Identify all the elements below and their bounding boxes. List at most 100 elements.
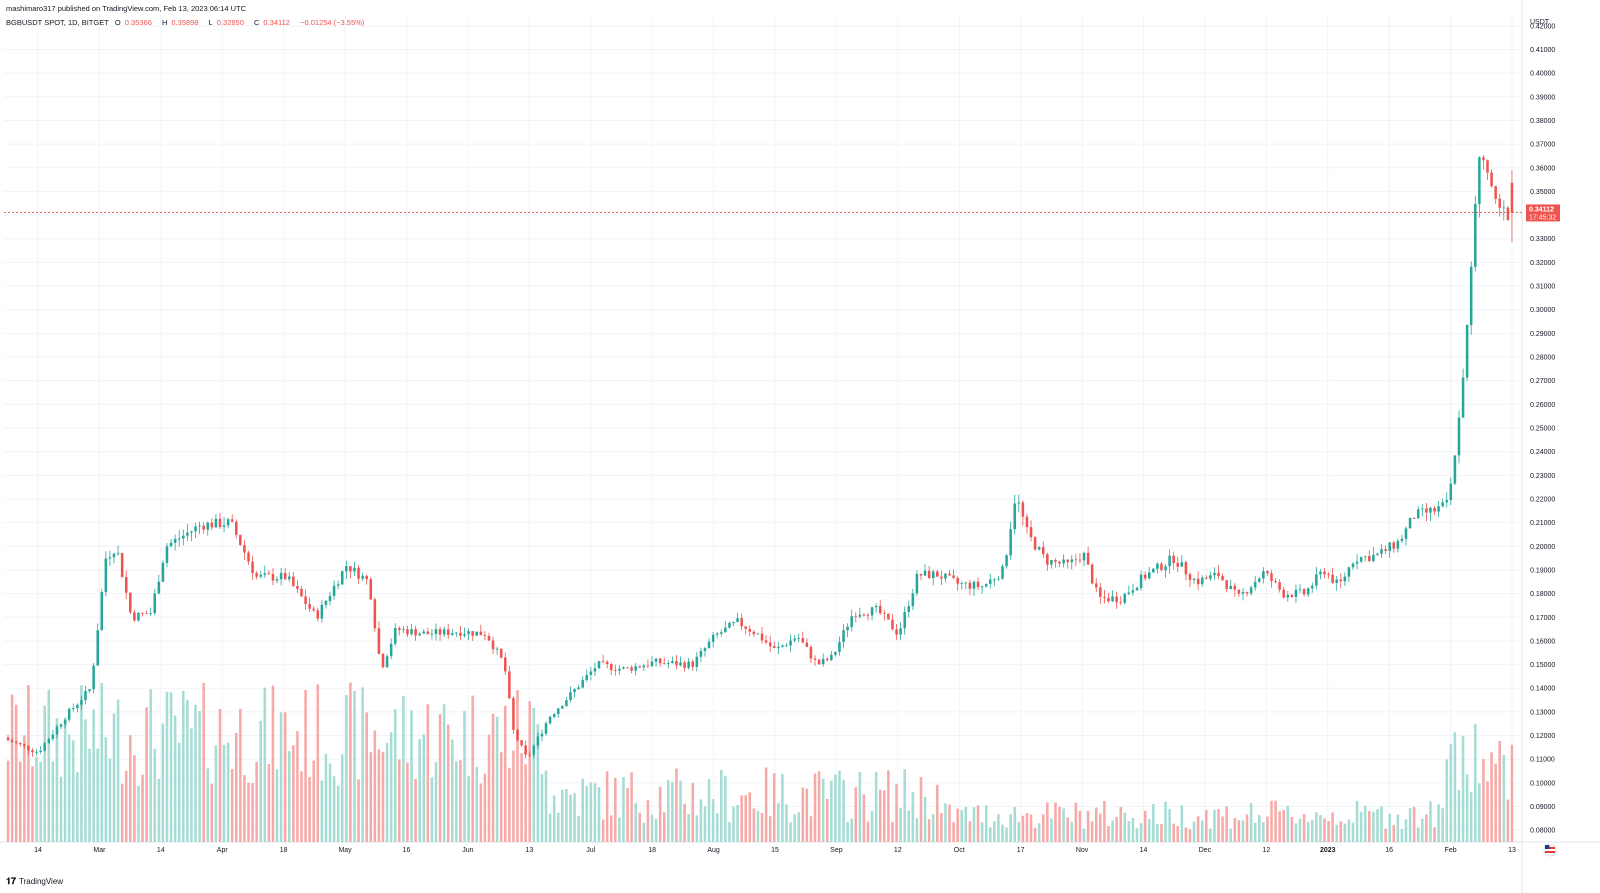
candle-body bbox=[1249, 587, 1253, 594]
volume-bar bbox=[230, 769, 234, 842]
candle-body bbox=[891, 619, 894, 630]
volume-bar bbox=[96, 748, 99, 842]
volume-bar bbox=[1465, 774, 1469, 842]
candle-body bbox=[1131, 590, 1135, 593]
candle-body bbox=[512, 698, 515, 730]
candle-body bbox=[777, 646, 780, 648]
volume-bar bbox=[785, 804, 788, 842]
volume-bar bbox=[956, 808, 959, 842]
volume-bar bbox=[137, 785, 140, 842]
candle-body bbox=[699, 650, 703, 657]
candle-body bbox=[104, 558, 108, 593]
price-tick-label: 0.40000 bbox=[1530, 71, 1555, 78]
volume-bar bbox=[695, 815, 699, 842]
candle-body bbox=[1469, 266, 1473, 325]
price-axis-currency: USDT bbox=[1530, 19, 1550, 26]
candle-body bbox=[202, 525, 205, 530]
candle-body bbox=[1119, 602, 1122, 604]
volume-bar bbox=[300, 771, 303, 842]
candle-body bbox=[137, 612, 140, 621]
volume-bar bbox=[646, 800, 650, 842]
candle-body bbox=[1453, 455, 1457, 484]
candle-body bbox=[1433, 507, 1436, 512]
candle-body bbox=[662, 663, 666, 664]
price-tick-label: 0.13000 bbox=[1530, 709, 1555, 716]
volume-bar bbox=[984, 805, 988, 842]
volume-bar bbox=[467, 776, 470, 842]
price-tick-label: 0.33000 bbox=[1530, 236, 1555, 243]
volume-bar bbox=[381, 751, 385, 842]
volume-bar bbox=[813, 773, 817, 842]
candle-body bbox=[316, 610, 320, 619]
candle-body bbox=[1445, 500, 1449, 503]
time-axis[interactable]: 14 Mar 14 Apr 18 May 16 Jun 13 Jul 18 Aug 15 Sep 12 Oct… bbox=[34, 847, 1516, 854]
price-tick-label: 0.28000 bbox=[1530, 355, 1555, 362]
volume-bar bbox=[618, 817, 621, 842]
candle-body bbox=[402, 629, 405, 631]
volume-bar bbox=[1380, 806, 1383, 842]
candle-body bbox=[907, 606, 911, 612]
volume-bar bbox=[1196, 816, 1200, 842]
candle-body bbox=[340, 571, 344, 585]
volume-bar bbox=[1094, 807, 1098, 842]
volume-bar bbox=[520, 753, 523, 842]
candle-body bbox=[483, 635, 487, 637]
candle-body bbox=[63, 719, 67, 725]
candle-body bbox=[76, 704, 79, 709]
candle-body bbox=[1221, 576, 1224, 581]
volume-bar bbox=[47, 689, 51, 842]
volume-bar bbox=[479, 783, 483, 842]
tradingview-logo[interactable]: 𝟏𝟕 TradingView bbox=[6, 876, 63, 887]
volume-bar bbox=[1441, 808, 1444, 842]
volume-bar bbox=[194, 704, 197, 842]
volume-bar bbox=[830, 780, 833, 842]
candle-body bbox=[1074, 559, 1078, 561]
volume-bar bbox=[1302, 814, 1306, 842]
volume-bar bbox=[556, 812, 560, 842]
volume-bar bbox=[1213, 809, 1216, 842]
volume-bar bbox=[1351, 822, 1355, 842]
volume-bar bbox=[1017, 822, 1021, 842]
time-tick-label: Aug bbox=[707, 847, 720, 854]
volume-bar bbox=[834, 774, 837, 842]
flag-icon[interactable] bbox=[1543, 843, 1557, 857]
volume-bar bbox=[1111, 820, 1114, 842]
last-price-value: 0.34112 bbox=[1529, 206, 1554, 213]
volume-bar bbox=[1205, 809, 1208, 842]
price-axis[interactable]: USDT 0.42000 0.41000 0.40000 0.39000 0.38000… bbox=[1530, 19, 1555, 835]
time-tick-label: 2023 bbox=[1320, 847, 1336, 854]
price-tick-label: 0.19000 bbox=[1530, 567, 1555, 574]
candle-body bbox=[732, 621, 735, 623]
volume-bar bbox=[406, 762, 409, 842]
volume-bar bbox=[1086, 810, 1090, 842]
volume-bar bbox=[724, 776, 727, 842]
candle-body bbox=[785, 645, 788, 647]
volume-bar bbox=[565, 789, 568, 842]
candle-body bbox=[1282, 589, 1285, 598]
volume-bar bbox=[744, 795, 747, 842]
candle-body bbox=[597, 661, 601, 669]
candle-body bbox=[1474, 204, 1477, 267]
volume-bar bbox=[1363, 805, 1367, 842]
candle-body bbox=[43, 743, 46, 751]
volume-bar bbox=[589, 782, 593, 842]
candle-body bbox=[1054, 560, 1057, 562]
candle-body bbox=[324, 600, 328, 605]
candle-body bbox=[960, 583, 964, 585]
price-tick-label: 0.12000 bbox=[1530, 733, 1555, 740]
volume-bar bbox=[27, 685, 30, 842]
volume-bar bbox=[821, 778, 825, 842]
candle-body bbox=[129, 592, 132, 613]
candle-body bbox=[226, 519, 230, 526]
candle-body bbox=[1021, 502, 1025, 517]
candle-body bbox=[455, 632, 458, 634]
price-tick-label: 0.15000 bbox=[1530, 662, 1555, 669]
symbol-label[interactable]: BGBUSDT SPOT, 1D, BITGET bbox=[6, 18, 109, 27]
volume-bar bbox=[1270, 800, 1273, 842]
time-tick-label: Jun bbox=[462, 847, 473, 854]
volume-bar bbox=[536, 724, 540, 842]
volume-bar bbox=[1184, 827, 1188, 842]
candle-body bbox=[1168, 555, 1171, 567]
volume-bar bbox=[1066, 817, 1069, 842]
